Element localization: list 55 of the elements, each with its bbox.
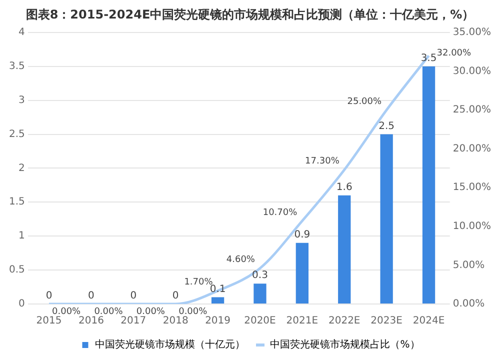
x-tick-label: 2019 [205, 316, 231, 327]
data-label: 25.00% [347, 96, 382, 107]
x-tick-label: 2018 [162, 316, 188, 327]
y-tick-label: 1 [18, 230, 25, 242]
x-tick-label: 2022E [328, 316, 360, 327]
bar [380, 134, 393, 304]
data-label: 10.70% [262, 208, 298, 218]
x-tick-label: 2024E [412, 316, 445, 327]
y2-tick-label: 15.00% [452, 182, 492, 194]
legend-label: 中国荧光硬镜市场规模（十亿元） [95, 338, 246, 351]
data-label: 3.5 [420, 52, 437, 64]
x-tick-label: 2017 [120, 316, 146, 327]
data-label: 0 [88, 290, 94, 302]
data-label: 0 [172, 290, 179, 302]
legend-label: 中国荧光硬镜市场规模占比（%） [270, 338, 420, 351]
y2-tick-label: 0.00% [452, 298, 485, 310]
y2-tick-label: 30.00% [452, 66, 492, 77]
data-label: 0 [130, 290, 137, 302]
bar [422, 66, 436, 304]
x-tick-label: 2023E [370, 316, 402, 327]
data-label: 0.00% [52, 306, 82, 317]
y-tick-label: 1.5 [8, 196, 25, 208]
y-tick-label: 4 [18, 26, 25, 38]
data-label: 1.6 [336, 182, 352, 193]
y2-tick-label: 35.00% [452, 26, 492, 38]
data-label: 32.00% [436, 48, 472, 59]
data-label: 0 [46, 290, 52, 302]
data-label: 0.3 [252, 270, 268, 282]
y-tick-label: 3 [18, 94, 25, 106]
chart-title: 图表8：2015-2024E中国荧光硬镜的市场规模和占比预测（单位：十亿美元，%） [26, 7, 474, 22]
bar [296, 242, 309, 304]
y2-tick-label: 5.00% [452, 260, 485, 271]
y-tick-label: 3.5 [8, 60, 25, 72]
y2-tick-label: 25.00% [452, 104, 492, 116]
x-tick-label: 2015 [36, 316, 62, 327]
y-tick-label: 2 [18, 162, 25, 174]
x-tick-label: 2020E [244, 316, 276, 327]
data-label: 0.00% [178, 306, 208, 317]
data-label: 0.1 [210, 284, 226, 295]
y-tick-label: 0 [18, 298, 25, 310]
data-label: 2.5 [378, 120, 395, 132]
y-tick-label: 2.5 [8, 128, 25, 140]
data-label: 17.30% [305, 156, 340, 167]
data-label: 4.60% [226, 255, 256, 266]
y2-tick-label: 10.00% [452, 220, 492, 232]
bar [211, 297, 224, 304]
y2-tick-label: 20.00% [452, 143, 492, 154]
data-label: 0.9 [294, 229, 310, 240]
x-tick-label: 2016 [78, 316, 104, 327]
bar [338, 195, 351, 304]
y-tick-label: 0.5 [8, 264, 25, 276]
bar [254, 284, 266, 304]
data-label: 0.00% [94, 306, 124, 317]
x-tick-label: 2021E [286, 316, 318, 327]
data-label: 0.00% [136, 306, 166, 317]
